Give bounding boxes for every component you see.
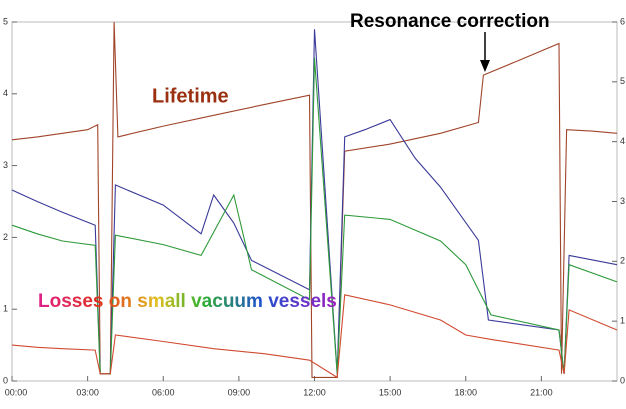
x-tick-label: 06:00: [152, 387, 175, 397]
y2-tick-label: 0: [620, 375, 625, 385]
y2-tick-label: 4: [620, 136, 625, 146]
x-tick-label: 00:00: [5, 387, 28, 397]
x-tick-label: 21:00: [530, 387, 553, 397]
x-tick-label: 12:00: [303, 387, 326, 397]
y-tick-label: 5: [3, 16, 8, 26]
annotation: Resonance correction: [350, 11, 550, 32]
y-tick-label: 1: [3, 304, 8, 314]
x-tick-label: 09:00: [228, 387, 251, 397]
line-series: [11, 57, 618, 375]
line-series: [11, 294, 618, 379]
y2-tick-label: 5: [620, 76, 625, 86]
y2-tick-label: 2: [620, 256, 625, 266]
y2-tick-label: 6: [620, 16, 625, 26]
y2-tick-label: 1: [620, 316, 625, 326]
y2-tick-label: 3: [620, 196, 625, 206]
y-tick-label: 0: [3, 375, 8, 385]
y-tick-label: 2: [3, 232, 8, 242]
y-tick-label: 3: [3, 160, 8, 170]
x-tick-label: 03:00: [76, 387, 99, 397]
x-tick-label: 15:00: [379, 387, 402, 397]
arrow-head: [480, 60, 490, 72]
annotation: Lifetime: [152, 85, 229, 107]
y-tick-label: 4: [3, 88, 8, 98]
x-tick-label: 18:00: [454, 387, 477, 397]
annotation: Losses on small vacuum vessels: [38, 291, 337, 312]
